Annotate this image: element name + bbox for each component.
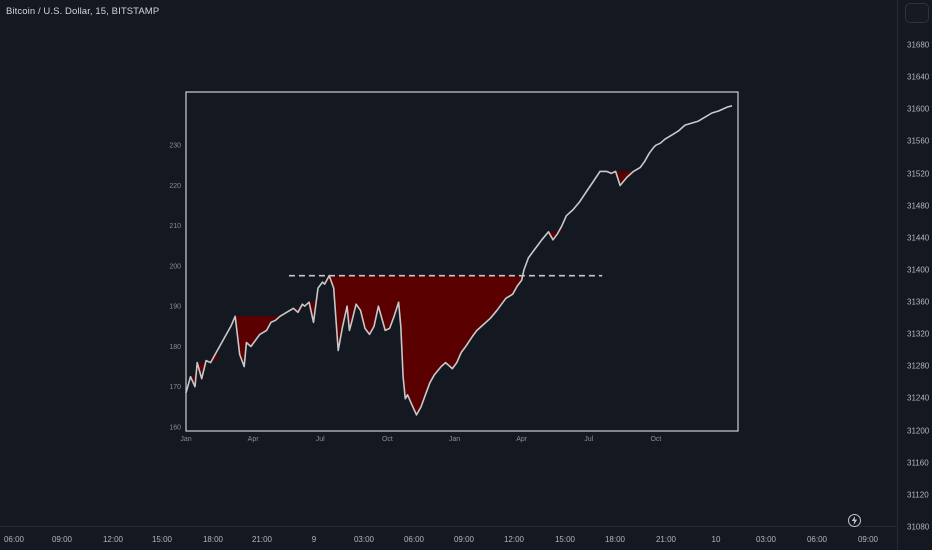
drawdown-area [197, 360, 207, 379]
x-tick-label: Jan [449, 436, 460, 443]
x-tick-label: Apr [248, 436, 260, 443]
y-tick-label: 180 [169, 344, 181, 351]
x-tick-label: Apr [516, 436, 528, 443]
y-tick-label: 210 [169, 223, 181, 230]
time-label: 10 [711, 535, 721, 544]
drawdown-area [309, 288, 319, 323]
price-label: 31360 [907, 297, 930, 307]
price-label: 31160 [907, 458, 929, 468]
time-label: 06:00 [806, 535, 828, 544]
x-tick-label: Jul [584, 436, 593, 443]
time-label: 21:00 [655, 535, 677, 544]
y-tick-label: 200 [169, 263, 181, 270]
drawdown-area [322, 275, 330, 285]
y-tick-label: 220 [169, 183, 181, 190]
time-label: 15:00 [151, 535, 173, 544]
time-label: 18:00 [202, 535, 224, 544]
chart-settings-button[interactable] [905, 3, 929, 23]
drawdown-area [293, 304, 303, 313]
price-label: 31120 [907, 490, 929, 500]
x-tick-label: Jul [316, 436, 325, 443]
time-label: 09:00 [453, 535, 475, 544]
time-label: 12:00 [102, 535, 124, 544]
time-label: 03:00 [755, 535, 777, 544]
y-tick-label: 170 [169, 384, 181, 391]
price-label: 31480 [907, 201, 930, 211]
y-tick-label: 160 [169, 424, 181, 431]
time-axis-corner [897, 526, 932, 550]
drawdown-chart: 160 170 180 190 200 210 220 230 Jan Apr Jul Oct Jan A… [169, 91, 739, 443]
price-scale-border [897, 0, 898, 525]
price-label: 31200 [907, 426, 930, 436]
price-label: 31520 [907, 169, 930, 179]
plot-frame [185, 91, 739, 432]
time-label: 09:00 [51, 535, 73, 544]
time-label: 12:00 [503, 535, 525, 544]
symbol-title: Bitcoin / U.S. Dollar, 15, BITSTAMP [6, 6, 160, 17]
price-label: 31440 [907, 233, 930, 243]
y-tick-label: 190 [169, 304, 181, 311]
price-label: 31080 [907, 522, 930, 532]
price-line [185, 105, 733, 416]
price-label: 31600 [907, 104, 930, 114]
time-axis-border [0, 526, 897, 527]
time-label: 9 [311, 535, 317, 544]
lightning-glyph [851, 516, 858, 525]
price-label: 31560 [907, 136, 930, 146]
price-label: 31320 [907, 329, 930, 339]
y-tick-label: 230 [169, 143, 181, 150]
time-label: 03:00 [353, 535, 375, 544]
price-label: 31280 [907, 361, 930, 371]
time-label: 21:00 [251, 535, 273, 544]
x-tick-label: Jan [180, 436, 191, 443]
time-label: 18:00 [604, 535, 626, 544]
x-tick-label: Oct [650, 436, 661, 443]
lightning-icon[interactable] [848, 514, 861, 527]
price-label: 31240 [907, 393, 930, 403]
price-label: 31640 [907, 72, 930, 82]
x-tick-label: Oct [382, 436, 393, 443]
price-label: 31680 [907, 40, 930, 50]
time-label: 06:00 [403, 535, 425, 544]
time-label: 06:00 [3, 535, 25, 544]
time-label: 09:00 [857, 535, 879, 544]
drawdown-area [206, 350, 218, 363]
time-label: 15:00 [554, 535, 576, 544]
price-label: 31400 [907, 265, 930, 275]
drawdown-area [235, 316, 280, 367]
